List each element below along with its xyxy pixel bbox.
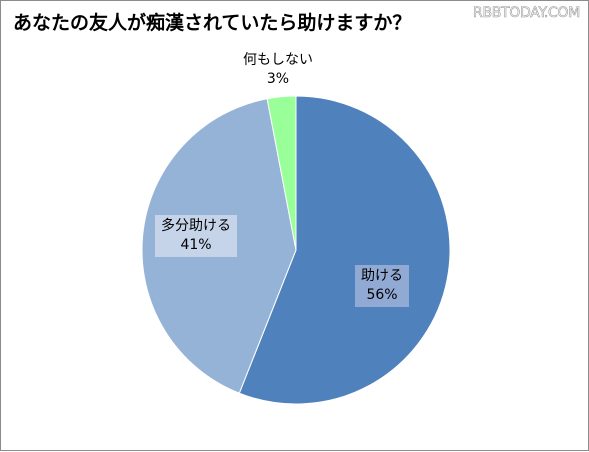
pie-slice-help <box>238 95 451 405</box>
slice-label-help: 助ける 56% <box>355 265 409 307</box>
slice-label-maybe-help: 多分助ける 41% <box>155 215 237 257</box>
slice-label-maybe-help-value: 41% <box>180 237 212 253</box>
slice-label-do-nothing-category: 何もしない <box>243 52 313 68</box>
pie-slice-do-nothing <box>266 95 297 251</box>
watermark-logo: RBBTODAY.COM <box>473 5 581 22</box>
slice-label-help-value: 56% <box>366 287 398 303</box>
slice-label-help-category: 助ける <box>361 268 403 284</box>
slice-label-do-nothing: 何もしない 3% <box>243 51 313 89</box>
slice-label-maybe-help-category: 多分助ける <box>161 218 231 234</box>
slice-label-do-nothing-value: 3% <box>266 71 290 87</box>
chart-title: あなたの友人が痴漢されていたら助けますか？ <box>13 12 412 34</box>
